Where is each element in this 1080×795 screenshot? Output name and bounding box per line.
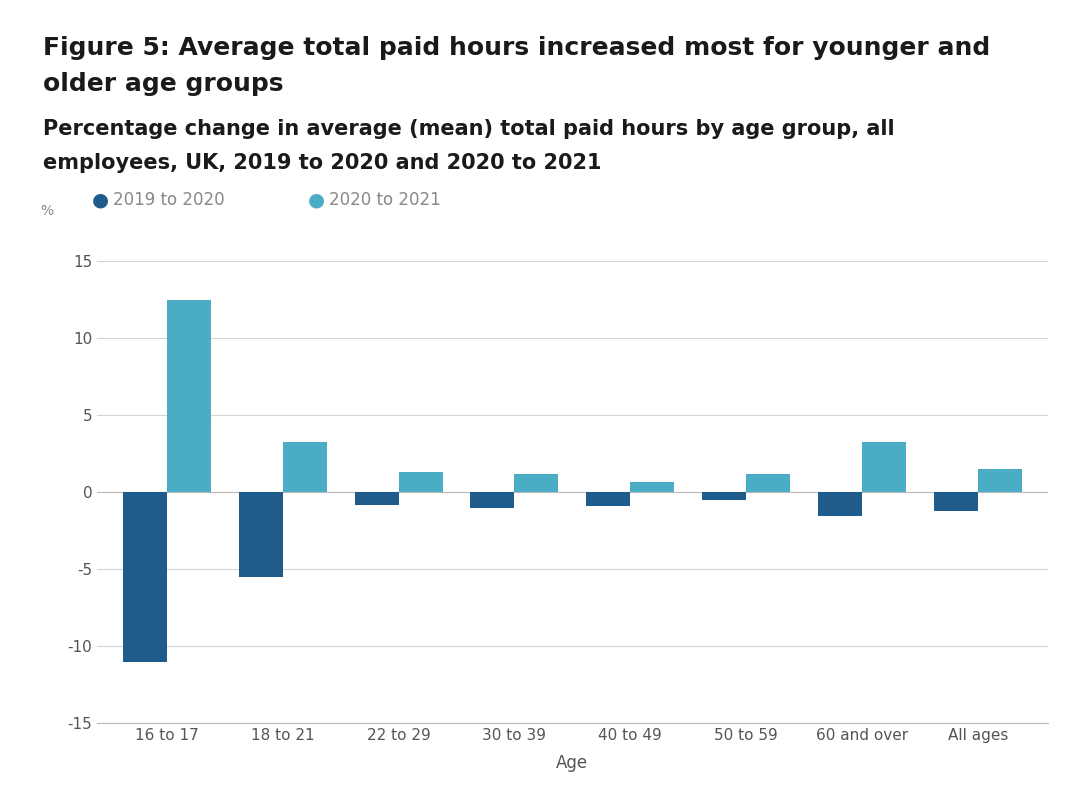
Text: Percentage change in average (mean) total paid hours by age group, all: Percentage change in average (mean) tota… — [43, 119, 895, 139]
Bar — [471, 492, 514, 508]
Bar — [399, 472, 443, 492]
Bar — [819, 492, 862, 515]
Bar — [123, 492, 166, 661]
Bar — [746, 474, 791, 492]
Bar — [702, 492, 746, 500]
Text: 2019 to 2020: 2019 to 2020 — [113, 192, 225, 209]
Text: Figure 5: Average total paid hours increased most for younger and: Figure 5: Average total paid hours incre… — [43, 36, 990, 60]
Bar — [586, 492, 631, 506]
Text: ●: ● — [308, 191, 325, 210]
Text: 2020 to 2021: 2020 to 2021 — [329, 192, 441, 209]
Bar — [166, 300, 211, 492]
Bar — [862, 441, 906, 492]
Text: %: % — [40, 204, 53, 219]
Bar — [631, 482, 674, 492]
Bar — [978, 469, 1022, 492]
Text: ●: ● — [92, 191, 109, 210]
Bar — [239, 492, 283, 577]
Text: employees, UK, 2019 to 2020 and 2020 to 2021: employees, UK, 2019 to 2020 and 2020 to … — [43, 153, 602, 173]
X-axis label: Age: Age — [556, 754, 589, 773]
Text: older age groups: older age groups — [43, 72, 284, 95]
Bar — [934, 492, 978, 511]
Bar — [354, 492, 399, 505]
Bar — [514, 474, 558, 492]
Bar — [283, 441, 326, 492]
